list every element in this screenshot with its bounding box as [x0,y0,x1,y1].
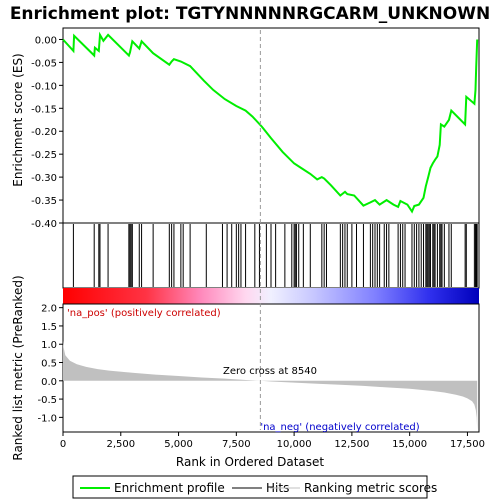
rank-x-tick-label: 0 [60,439,66,450]
rank-x-tick-label: 17,500 [450,439,485,450]
ranking-heat-bar [63,288,479,304]
es-y-tick-label: -0.35 [31,196,57,207]
rank-x-axis-label: Rank in Ordered Dataset [176,455,324,469]
rank-x-tick-label: 15,000 [392,439,427,450]
zero-cross-label: Zero cross at 8540 [223,366,317,377]
es-y-tick-label: -0.25 [31,150,57,161]
es-y-tick-label: -0.20 [31,127,57,138]
rank-y-ticks: 2.0 1.5 1.0 0.5 0.0 -0.5 -1.0 [37,304,63,424]
hit-marks [72,224,478,287]
ranking-metric-area [63,340,478,431]
es-y-ticks: 0.00 -0.05 -0.10 -0.15 -0.20 -0.25 -0.30 -0.35 -… [31,35,63,230]
rank-panel-frame [62,303,480,433]
es-y-tick-label: 0.00 [35,35,57,46]
rank-x-tick-label: 7,500 [222,439,251,450]
rank-x-tick-label: 5,000 [164,439,193,450]
es-y-tick-label: -0.10 [31,81,57,92]
rank-y-axis-label: Ranked list metric (PreRanked) [11,275,25,460]
rank-y-tick-label: -1.0 [37,413,57,424]
legend-metric-label: Ranking metric scores [304,481,437,495]
rank-y-tick-label: 0.0 [41,377,57,388]
rank-y-tick-label: 1.5 [41,322,57,333]
rank-x-ticks: 0 2,500 5,000 7,500 10,000 12,500 15,000 17,500 [60,432,485,450]
rank-y-tick-label: 2.0 [41,304,57,315]
negative-correlation-label: 'na_neg' (negatively correlated) [260,422,419,433]
enrichment-profile-line [62,31,479,214]
rank-y-tick-label: 0.5 [41,359,57,370]
hits-panel [62,222,480,289]
es-panel: 0.00 -0.05 -0.10 -0.15 -0.20 -0.25 -0.30 -0.35 -… [31,27,480,230]
chart-title: Enrichment plot: TGTYNNNNNRGCARM_UNKNOWN [10,4,490,24]
rank-x-tick-label: 10,000 [277,439,312,450]
legend-enrichment-label: Enrichment profile [114,481,225,495]
es-y-tick-label: -0.15 [31,104,57,115]
rank-panel: 2.0 1.5 1.0 0.5 0.0 -0.5 -1.0 0 2,500 5,000 7,500… [37,30,485,450]
es-y-tick-label: -0.40 [31,219,57,230]
rank-x-tick-label: 12,500 [334,439,369,450]
rank-y-tick-label: -0.5 [37,395,57,406]
rank-y-tick-label: 1.0 [41,340,57,351]
legend-box [72,475,428,499]
positive-correlation-label: 'na_pos' (positively correlated) [67,308,221,319]
heat-bar-fill [63,288,479,304]
rank-x-tick-label: 2,500 [106,439,135,450]
es-y-axis-label: Enrichment score (ES) [11,53,25,186]
es-panel-frame [62,27,480,224]
es-y-tick-label: -0.05 [31,58,57,69]
es-y-tick-label: -0.30 [31,173,57,184]
legend: Enrichment profile Hits Ranking metric s… [72,475,437,499]
